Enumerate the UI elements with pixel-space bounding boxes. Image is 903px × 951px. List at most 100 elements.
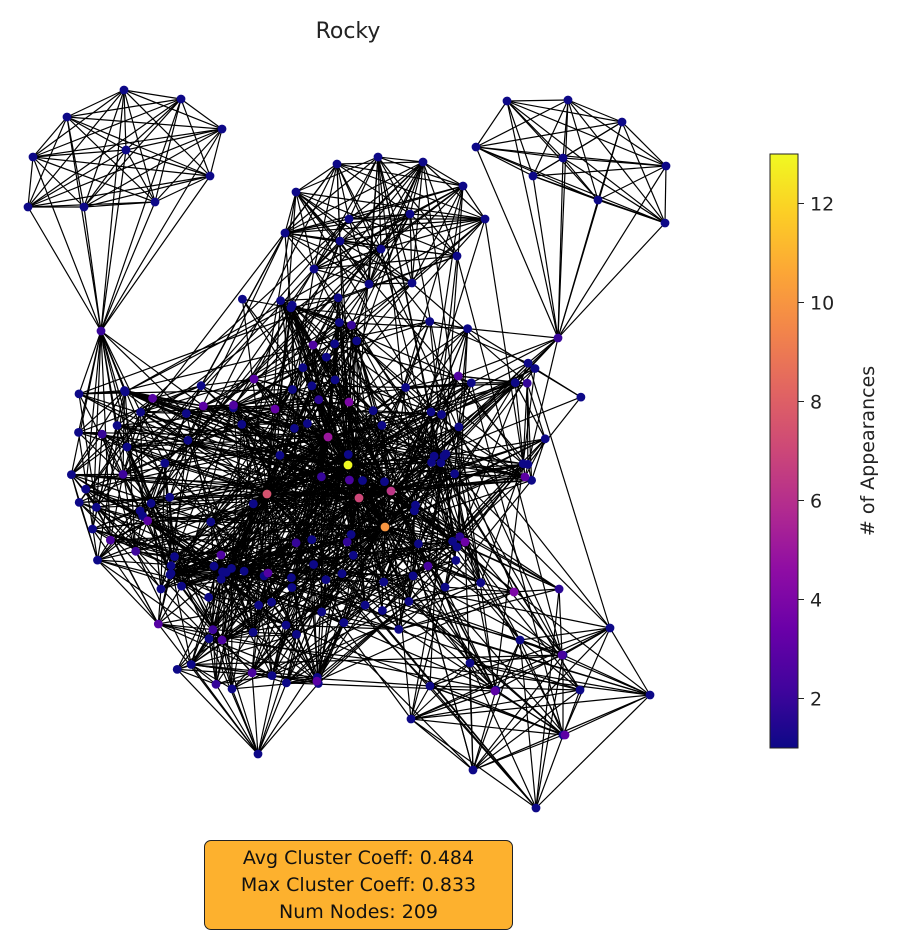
network-edge <box>381 425 412 720</box>
network-node <box>183 435 193 445</box>
network-edge <box>444 541 454 588</box>
network-node <box>177 581 186 591</box>
network-edge <box>27 89 125 208</box>
network-node <box>437 410 446 419</box>
network-edge <box>123 89 127 151</box>
network-edge <box>263 436 329 577</box>
network-edge <box>221 493 268 573</box>
network-edge <box>91 330 102 530</box>
network-node <box>79 202 89 212</box>
network-edge <box>534 367 582 398</box>
network-edge <box>562 157 666 224</box>
network-edge <box>142 493 268 517</box>
network-node <box>509 587 519 597</box>
network-node <box>553 333 563 343</box>
network-edge <box>475 100 508 148</box>
network-edge <box>139 462 166 512</box>
network-edge <box>181 493 268 587</box>
network-edge <box>212 493 268 630</box>
network-edge <box>325 282 413 358</box>
network-edge <box>312 322 340 346</box>
network-edge <box>513 588 560 593</box>
network-node <box>423 561 433 571</box>
network-edge <box>562 157 599 201</box>
network-edge <box>411 282 528 384</box>
colorbar-tick-label: 12 <box>810 194 834 216</box>
network-node <box>440 582 450 592</box>
network-edge <box>337 255 458 299</box>
network-edge <box>348 156 379 220</box>
network-node <box>394 625 404 634</box>
network-node <box>267 671 277 680</box>
network-edge <box>158 604 259 625</box>
network-edge <box>506 100 559 339</box>
network-node <box>471 142 481 152</box>
network-edge <box>336 163 486 220</box>
network-node <box>425 681 435 691</box>
network-node <box>323 432 333 442</box>
network-node <box>593 195 603 205</box>
network-edge <box>78 431 329 438</box>
network-edge <box>336 163 411 215</box>
network-edge <box>92 528 159 625</box>
network-edge <box>469 654 564 664</box>
network-edge <box>170 490 392 567</box>
network-edge <box>514 382 546 440</box>
network-node <box>354 493 364 503</box>
network-node <box>270 404 280 414</box>
network-edge <box>27 206 102 332</box>
network-edge <box>97 559 182 587</box>
network-node <box>198 401 208 411</box>
network-node <box>522 378 532 388</box>
network-node <box>414 539 423 549</box>
network-node <box>263 568 273 578</box>
network-node <box>317 607 327 617</box>
network-node <box>460 537 470 547</box>
network-node <box>364 279 374 289</box>
network-edge <box>506 100 599 201</box>
colorbar: 2 4 6 8 10 12 # of Appearances <box>769 153 879 749</box>
network-node <box>386 486 396 496</box>
network-edge <box>126 439 188 448</box>
network-edge <box>384 526 458 548</box>
network-edge <box>32 149 127 158</box>
network-node <box>480 214 490 224</box>
network-node <box>211 679 221 689</box>
network-edge <box>377 156 424 163</box>
network-edge <box>169 497 172 574</box>
colorbar-ticks: 2 4 6 8 10 12 <box>798 194 834 711</box>
network-node <box>476 578 486 588</box>
network-edge <box>562 627 611 656</box>
network-edge <box>135 551 192 665</box>
network-node <box>337 569 347 578</box>
network-node <box>172 665 182 674</box>
network-node <box>530 364 540 373</box>
network-node <box>118 470 128 479</box>
network-edge <box>253 378 329 438</box>
network-edge <box>100 98 182 332</box>
network-edge <box>410 689 497 720</box>
network-edge <box>266 340 358 495</box>
network-node <box>131 546 141 556</box>
network-edge <box>313 268 339 299</box>
network-node <box>317 472 326 482</box>
network-node <box>436 458 446 468</box>
network-edge <box>233 388 293 409</box>
network-edge <box>252 631 318 682</box>
chart-title: Rocky <box>316 19 381 44</box>
network-edge <box>66 89 125 118</box>
network-node <box>153 619 163 629</box>
network-edge <box>125 98 182 151</box>
network-node <box>441 449 451 459</box>
network-edge <box>271 577 292 603</box>
network-edge <box>85 330 102 490</box>
network-edge <box>263 575 298 635</box>
network-edge <box>532 99 569 177</box>
network-edge <box>170 573 214 630</box>
network-node <box>275 450 285 460</box>
network-edge <box>526 383 546 439</box>
network-node <box>204 634 214 644</box>
network-node <box>408 571 418 581</box>
network-edge <box>429 627 611 687</box>
network-node <box>208 625 218 634</box>
